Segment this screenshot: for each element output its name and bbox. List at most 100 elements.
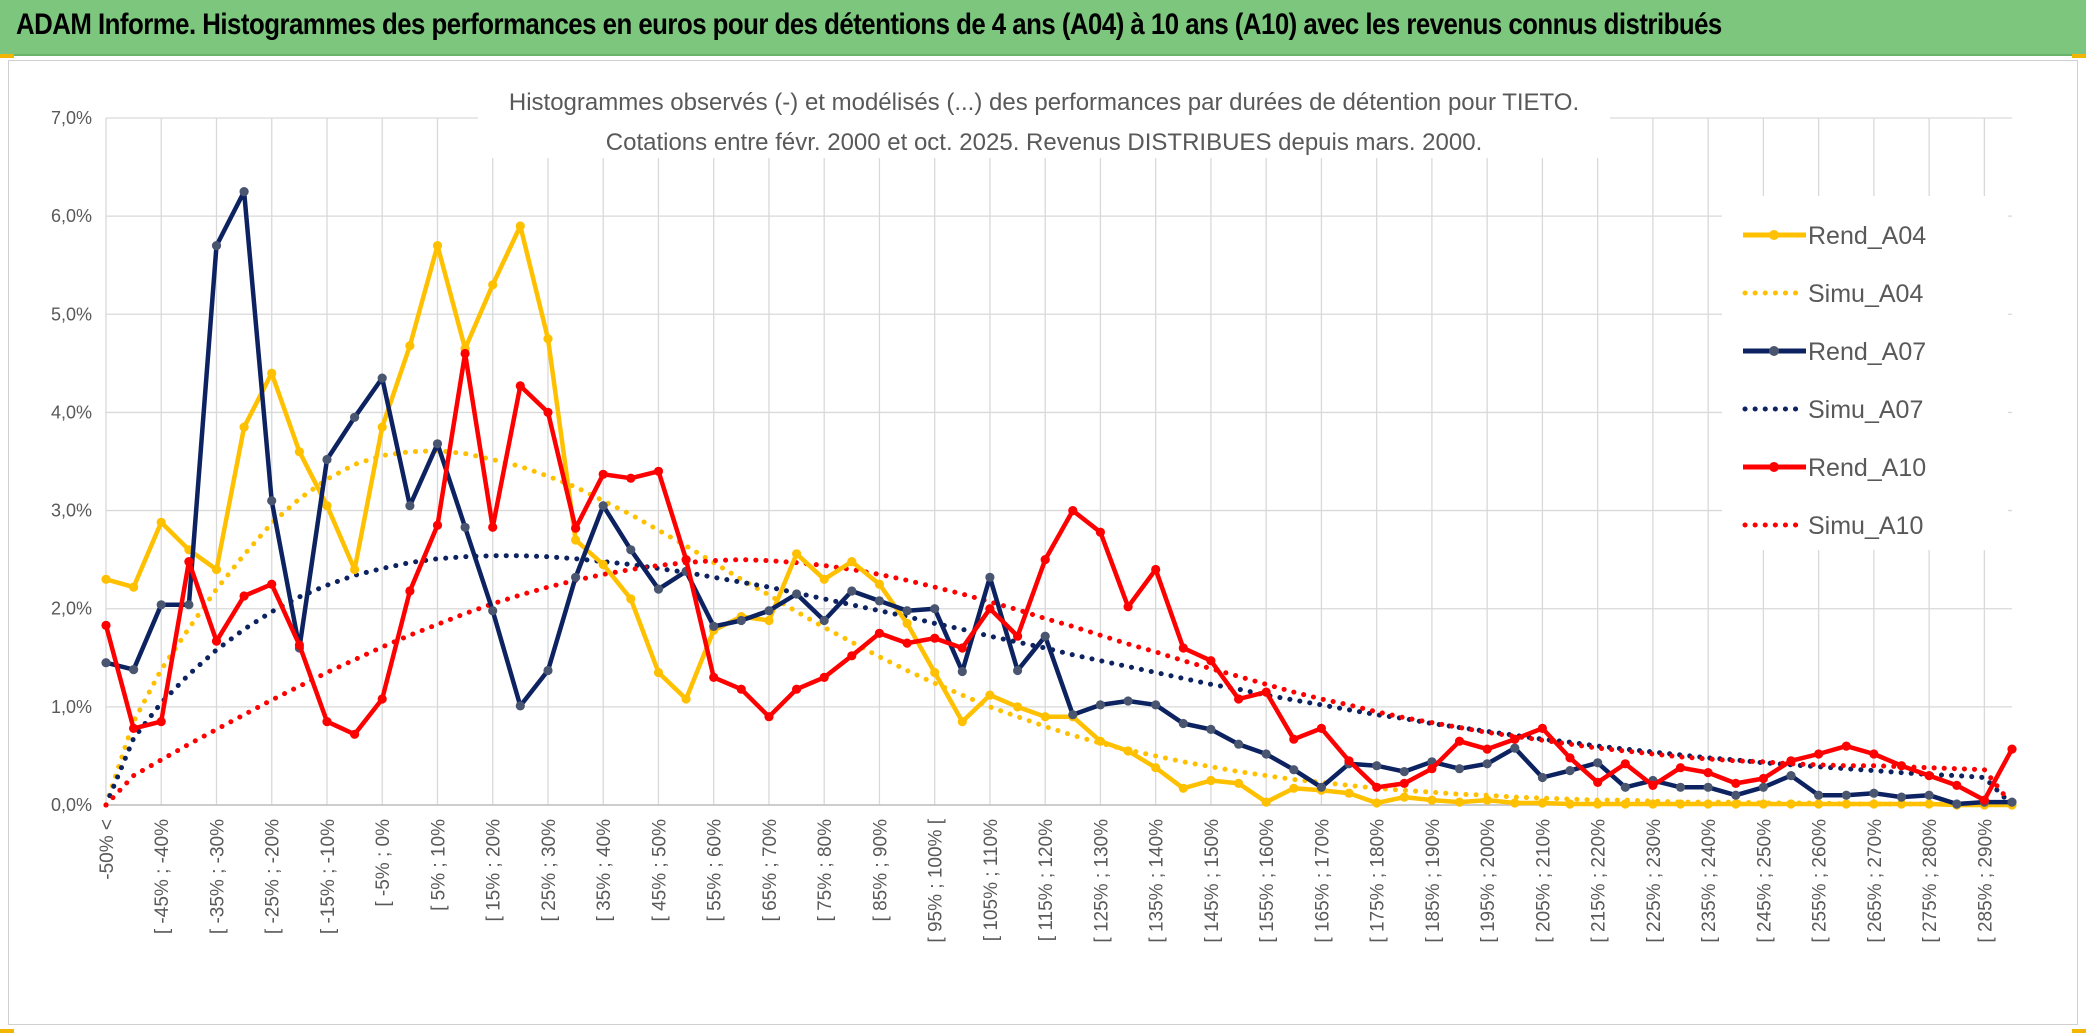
data-point xyxy=(985,572,995,582)
data-point xyxy=(1841,741,1851,751)
data-point xyxy=(1786,799,1796,809)
data-point xyxy=(1068,710,1078,720)
data-point xyxy=(239,187,249,197)
data-point xyxy=(543,334,553,344)
data-point xyxy=(1537,723,1547,734)
data-point xyxy=(1289,765,1299,775)
data-point xyxy=(2007,744,2017,754)
x-tick-label: [ 15% ; 20% xyxy=(484,819,505,922)
x-tick-label: [ 165% ; 170% xyxy=(1312,819,1333,943)
data-point xyxy=(681,555,691,565)
x-tick-label: [ 145% ; 150% xyxy=(1202,819,1223,943)
data-point xyxy=(902,606,912,616)
x-tick-label: [ 185% ; 190% xyxy=(1423,819,1444,943)
data-point xyxy=(1620,799,1630,809)
legend-item: Rend_A07 xyxy=(1743,338,1926,366)
data-point xyxy=(1537,772,1547,783)
data-point xyxy=(460,348,470,359)
data-point xyxy=(653,466,664,476)
x-axis-ticks: -50% < [ -45% ; -40% [ -35% ; -30% [ -25% ;… xyxy=(97,818,1996,942)
x-tick-label: -50% < xyxy=(97,819,118,880)
data-point xyxy=(1814,799,1824,809)
legend-marker xyxy=(1769,346,1779,356)
data-point xyxy=(267,579,277,589)
data-point xyxy=(322,454,332,465)
series-rend-a10 xyxy=(101,348,2017,805)
data-point xyxy=(377,422,387,432)
x-tick-label: [ 285% ; 290% xyxy=(1975,819,1996,943)
data-point xyxy=(1095,527,1105,537)
data-point xyxy=(1178,643,1188,653)
data-point xyxy=(1979,795,1989,805)
y-tick-label: 1,0% xyxy=(51,697,92,717)
data-point xyxy=(1731,799,1741,809)
legend-item: Rend_A10 xyxy=(1743,454,1926,482)
data-point xyxy=(764,606,774,616)
x-tick-label: [ 105% ; 110% xyxy=(981,819,1002,941)
data-point xyxy=(1344,788,1354,798)
data-point xyxy=(2007,797,2017,807)
legend-label: Simu_A07 xyxy=(1808,396,1923,424)
data-point xyxy=(129,582,139,592)
data-point xyxy=(350,412,360,422)
data-point xyxy=(322,501,332,511)
x-tick-label: [ 205% ; 210% xyxy=(1533,819,1554,943)
y-tick-label: 0,0% xyxy=(51,795,92,815)
legend-marker xyxy=(1769,462,1779,472)
data-point xyxy=(543,665,553,676)
x-tick-label: [ 5% ; 10% xyxy=(428,819,449,911)
x-tick-label: [ 275% ; 280% xyxy=(1920,819,1941,943)
x-tick-label: [ 155% ; 160% xyxy=(1257,819,1278,943)
data-point xyxy=(267,368,277,378)
data-point xyxy=(1648,780,1658,791)
data-point xyxy=(1399,778,1409,789)
data-point xyxy=(1924,771,1934,781)
data-point xyxy=(792,589,802,599)
data-point xyxy=(156,717,166,727)
data-point xyxy=(405,341,415,351)
data-point xyxy=(515,381,525,391)
data-point xyxy=(377,373,387,383)
chart-title: Histogrammes observés (-) et modélisés (… xyxy=(509,89,1579,116)
data-point xyxy=(985,690,995,700)
series-simu-a10 xyxy=(103,557,2015,808)
data-point xyxy=(626,473,636,483)
data-point xyxy=(1537,798,1547,808)
data-point xyxy=(294,640,304,650)
data-point xyxy=(681,694,691,704)
data-point xyxy=(1869,799,1879,809)
data-point xyxy=(101,574,111,584)
data-point xyxy=(1151,700,1161,710)
data-point xyxy=(1234,778,1244,789)
data-point xyxy=(543,407,553,417)
data-point xyxy=(515,221,525,231)
data-point xyxy=(1261,797,1271,807)
data-point xyxy=(1427,795,1437,805)
data-point xyxy=(488,280,498,290)
x-tick-label: [ 215% ; 220% xyxy=(1589,819,1610,943)
chart-title-background xyxy=(478,80,1610,158)
data-point xyxy=(1896,761,1907,771)
y-tick-label: 2,0% xyxy=(51,599,92,619)
data-point xyxy=(405,586,415,596)
data-point xyxy=(1786,756,1796,766)
data-point xyxy=(653,584,664,594)
data-point xyxy=(1427,764,1437,774)
data-point xyxy=(1261,687,1271,697)
data-point xyxy=(792,549,802,559)
data-point xyxy=(377,694,387,704)
data-point xyxy=(1234,694,1244,704)
report-banner: ADAM Informe. Histogrammes des performan… xyxy=(0,0,2086,56)
data-point xyxy=(1454,797,1465,807)
data-point xyxy=(1896,799,1907,809)
data-point xyxy=(1841,799,1851,809)
data-point xyxy=(1786,771,1796,781)
series-rend-a04 xyxy=(101,221,2017,810)
data-point xyxy=(1123,696,1133,706)
data-point xyxy=(1869,788,1879,798)
data-point xyxy=(1924,790,1934,800)
data-point xyxy=(1151,564,1161,575)
x-tick-label: [ -35% ; -30% xyxy=(207,819,228,934)
report-title: ADAM Informe. Histogrammes des performan… xyxy=(16,8,1722,41)
